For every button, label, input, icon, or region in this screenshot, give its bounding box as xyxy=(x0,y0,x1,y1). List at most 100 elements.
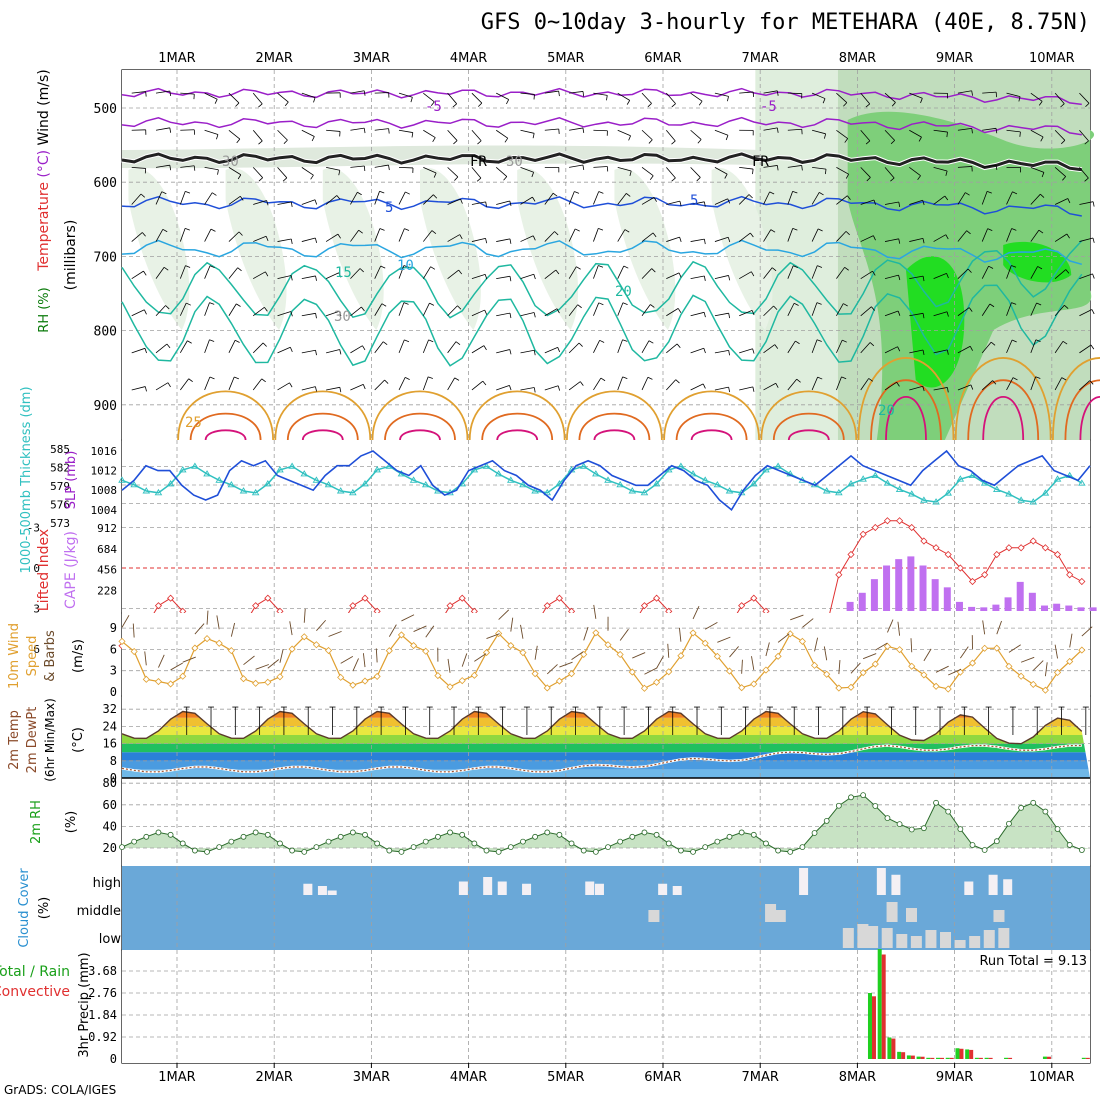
thickness-marker xyxy=(227,480,236,488)
wind-barb xyxy=(666,130,676,142)
wind-barb xyxy=(228,267,238,279)
wind-barb xyxy=(641,92,652,104)
wind-barb xyxy=(520,312,535,317)
wind-barb xyxy=(666,200,681,205)
wind-barb xyxy=(476,177,482,182)
wind-barb xyxy=(641,377,649,391)
lifted-index-marker xyxy=(1017,544,1025,552)
wind-barb xyxy=(763,127,778,131)
thickness-marker xyxy=(774,462,782,469)
precip-conv-bar xyxy=(969,1049,974,1059)
contour-label: -5 xyxy=(760,99,777,115)
rh-marker xyxy=(556,831,563,838)
y-tick-label: 9 xyxy=(110,621,117,635)
y-tick-label: 32 xyxy=(103,702,117,716)
wind-barb xyxy=(957,192,966,205)
wind-barb xyxy=(405,191,410,195)
cape-bar xyxy=(858,592,866,611)
wind-speed-marker xyxy=(470,671,478,679)
wind-barb xyxy=(1030,193,1041,205)
wind-barb xyxy=(498,609,510,620)
warm-contour xyxy=(954,357,1052,441)
wind-barb xyxy=(1091,309,1095,315)
wind-barb xyxy=(690,383,704,391)
wind-speed-marker xyxy=(531,670,539,678)
wind-barb xyxy=(425,625,435,638)
wind-barb xyxy=(301,349,316,354)
wind-barb xyxy=(738,232,751,242)
y-tick-label: 0 xyxy=(110,1052,117,1066)
precip-conv-bar xyxy=(949,1057,954,1059)
wind-barb xyxy=(301,199,316,205)
wind-barb xyxy=(428,339,434,343)
wind-barb xyxy=(860,235,874,242)
wind-barb xyxy=(155,267,165,279)
wind-barb xyxy=(593,228,599,242)
wind-barb xyxy=(868,378,874,382)
wind-barb xyxy=(817,228,823,232)
wind-barb xyxy=(773,305,778,310)
wind-barb xyxy=(357,191,362,196)
wind-speed-marker xyxy=(993,644,1001,652)
contour-label: 30 xyxy=(506,154,523,170)
wind-barb xyxy=(957,127,972,131)
wind-barb xyxy=(403,302,409,305)
wind-barb xyxy=(326,386,340,391)
lifted-index-marker xyxy=(1005,544,1013,552)
thickness-marker xyxy=(822,487,831,494)
wind-barb xyxy=(301,92,316,99)
wind-barb xyxy=(277,275,292,280)
wind-barb xyxy=(816,339,822,342)
y-tick-label: -3 xyxy=(27,522,40,535)
wind-barb xyxy=(559,661,573,668)
wind-barb xyxy=(1011,302,1017,305)
lifted-index-marker xyxy=(1078,577,1086,586)
thickness-marker xyxy=(701,476,709,483)
rh-marker xyxy=(532,833,538,840)
wind-barb xyxy=(482,380,487,386)
thickness-marker xyxy=(968,471,977,479)
wind-barb xyxy=(261,378,266,383)
y-tick-label: 800 xyxy=(94,325,117,340)
wind-barb xyxy=(774,344,779,349)
temp-line xyxy=(121,710,1083,745)
wind-barb xyxy=(1006,377,1014,391)
wind-barb xyxy=(946,311,949,317)
wind-barb xyxy=(362,345,366,351)
wind-barb xyxy=(1030,376,1036,391)
cape-bar xyxy=(955,601,963,611)
thickness-marker xyxy=(264,479,272,487)
wind-barb xyxy=(315,275,317,281)
wind-speed-marker xyxy=(276,673,284,681)
wind-barb xyxy=(626,100,631,105)
wind-barb xyxy=(457,305,462,310)
wind-barb xyxy=(155,127,170,131)
wind-barb xyxy=(301,312,316,317)
wind-barb xyxy=(496,275,511,280)
precip-total-bar xyxy=(1081,1057,1086,1059)
wind-barb xyxy=(727,237,731,243)
lifted-index-marker xyxy=(835,571,843,579)
wind-barb xyxy=(533,387,536,393)
wind-barb xyxy=(957,230,967,242)
wind-barb xyxy=(379,228,385,231)
thickness-marker xyxy=(349,488,357,496)
wind-barb xyxy=(534,645,538,660)
cloud-block-low xyxy=(998,928,1010,948)
wind-speed-marker xyxy=(847,683,855,691)
wind-barb xyxy=(552,192,558,197)
wind-speed-marker xyxy=(482,649,491,657)
wind-barb xyxy=(338,272,342,278)
wind-barb xyxy=(704,621,718,630)
thickness-marker xyxy=(203,470,211,477)
wind-speed-marker xyxy=(1066,657,1074,666)
wind-barb xyxy=(301,275,316,280)
precip-conv-bar xyxy=(959,1048,964,1059)
cloud-block-low xyxy=(842,928,854,948)
wind-barb xyxy=(703,348,706,354)
cape-bar xyxy=(980,607,988,611)
cloud-block-low xyxy=(867,926,879,948)
thickness-marker xyxy=(312,476,321,483)
wind-barb xyxy=(812,166,827,170)
wind-barb xyxy=(1008,644,1021,653)
